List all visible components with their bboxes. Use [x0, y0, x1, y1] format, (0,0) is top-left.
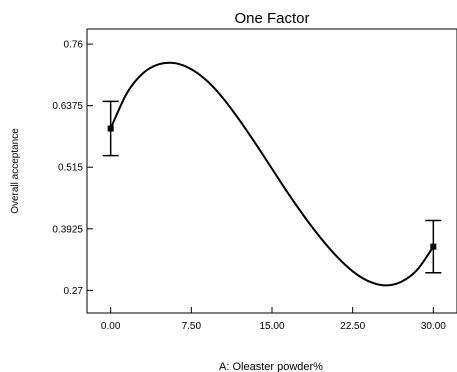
x-tick-label: 0.00: [101, 321, 121, 332]
data-point: [107, 125, 114, 132]
x-tick-label: 30.00: [421, 321, 446, 332]
data-point: [430, 243, 437, 250]
series-layer: [109, 61, 435, 287]
series-line: [109, 61, 435, 287]
x-tick-label: 15.00: [259, 321, 284, 332]
y-tick-label: 0.76: [64, 40, 84, 51]
chart-title: One Factor: [234, 10, 309, 27]
x-axis: 0.00 7.50 15.00 22.50 30.00: [101, 307, 446, 332]
y-tick-label: 0.27: [64, 286, 84, 297]
y-axis-label: Overall acceptance: [10, 128, 21, 214]
plot-area: [86, 28, 457, 314]
y-tick-label: 0.3925: [52, 224, 83, 235]
y-tick-label: 0.515: [58, 163, 83, 174]
y-tick-label: 0.6375: [52, 101, 83, 112]
x-tick-label: 7.50: [182, 321, 202, 332]
x-tick-label: 22.50: [340, 321, 365, 332]
data-point-with-error-bar: [102, 100, 119, 157]
data-point-with-error-bar: [425, 219, 442, 274]
points-layer: [102, 100, 442, 274]
y-axis: 0.27 0.3925 0.515 0.6375 0.76: [52, 40, 93, 297]
x-axis-label: A: Oleaster powder%: [219, 361, 323, 372]
